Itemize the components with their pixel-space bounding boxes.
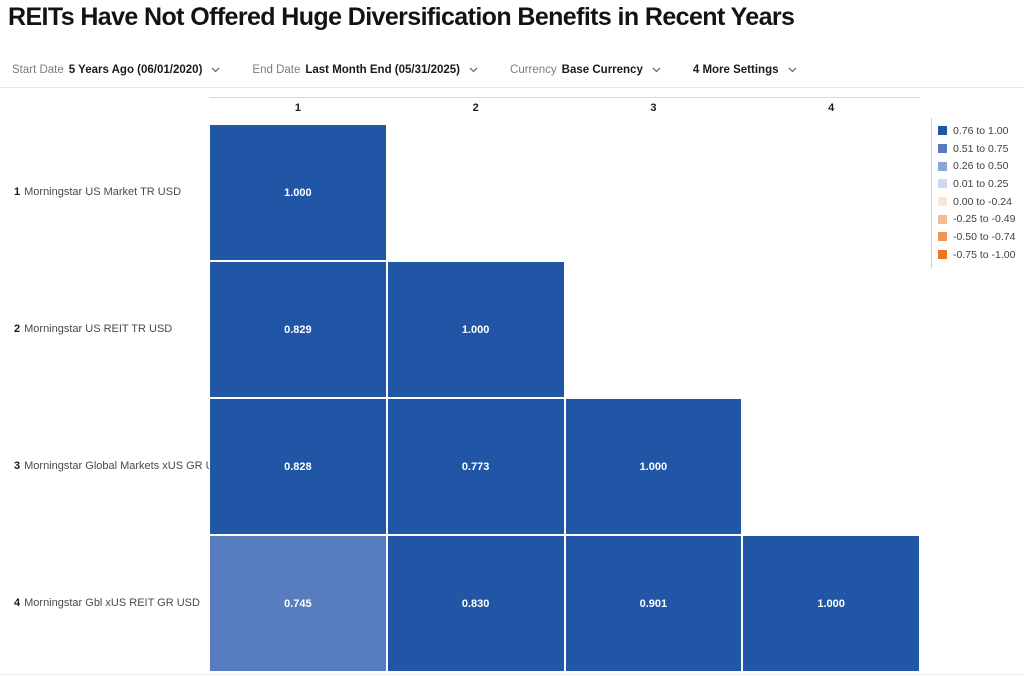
column-header-2: 2 — [472, 102, 479, 114]
toolbar-dropdown-end-date[interactable]: End Date Last Month End (05/31/2025) — [252, 64, 478, 76]
legend-item-0: 0.76 to 1.00 — [938, 122, 1015, 140]
matrix-cell-r3-c1: 0.828 — [209, 398, 387, 535]
legend-label: 0.76 to 1.00 — [953, 124, 1009, 137]
chevron-down-icon — [788, 67, 796, 72]
column-header-1: 1 — [294, 102, 301, 114]
column-header-3: 3 — [650, 102, 657, 114]
dropdown-value: Base Currency — [561, 63, 643, 76]
matrix-cell-r4-c1: 0.745 — [209, 535, 387, 672]
dropdown-value: Last Month End (05/31/2025) — [305, 63, 461, 76]
matrix-cell-r3-c2: 0.773 — [386, 398, 565, 535]
chevron-down-icon — [469, 67, 478, 72]
legend-swatch-icon — [938, 179, 947, 189]
legend-item-6: -0.50 to -0.74 — [938, 228, 1015, 246]
legend-label: -0.50 to -0.74 — [953, 230, 1016, 243]
column-header-4: 4 — [828, 102, 835, 114]
page-title: REITs Have Not Offered Huge Diversificat… — [8, 3, 795, 31]
legend-item-4: 0.00 to -0.24 — [938, 193, 1015, 211]
legend-swatch-icon — [938, 250, 947, 260]
row-label-4: 4 Morningstar Gbl xUS REIT GR USD — [14, 596, 200, 609]
column-header-divider — [209, 97, 920, 98]
legend-label: -0.25 to -0.49 — [953, 213, 1016, 226]
legend-label: 0.51 to 0.75 — [953, 142, 1009, 155]
matrix-cell-r4-c2: 0.830 — [386, 535, 565, 672]
legend-item-5: -0.25 to -0.49 — [938, 210, 1015, 228]
legend-swatch-icon — [938, 232, 947, 242]
row-label-3: 3 Morningstar Global Markets xUS GR USD — [14, 459, 229, 472]
legend-swatch-icon — [938, 126, 947, 136]
legend-item-7: -0.75 to -1.00 — [938, 246, 1015, 264]
legend-swatch-icon — [938, 161, 947, 171]
dropdown-label: Currency — [510, 63, 557, 76]
toolbar-dropdown-start-date[interactable]: Start Date 5 Years Ago (06/01/2020) — [12, 64, 220, 76]
settings-toolbar: Start Date 5 Years Ago (06/01/2020) End Da… — [0, 52, 1024, 88]
toolbar-dropdown-more-settings[interactable]: 4 More Settings — [693, 64, 797, 76]
heatmap-matrix: 1.000 0.829 1.000 0.828 0.773 1.000 0.745 0.830… — [209, 124, 920, 672]
matrix-cell-r3-c3: 1.000 — [564, 398, 743, 535]
dropdown-value: 4 More Settings — [692, 63, 779, 76]
legend-label: 0.01 to 0.25 — [953, 177, 1009, 190]
matrix-cell-r4-c4: 1.000 — [742, 535, 920, 672]
chart-bottom-divider — [0, 674, 1024, 675]
legend: 0.76 to 1.00 0.51 to 0.75 0.26 to 0.50 0.01… — [931, 118, 1015, 268]
matrix-cell-r2-c2: 1.000 — [386, 261, 565, 398]
row-label-2: 2 Morningstar US REIT TR USD — [14, 322, 173, 335]
toolbar-dropdown-currency[interactable]: Currency Base Currency — [510, 64, 661, 76]
legend-label: 0.26 to 0.50 — [953, 160, 1009, 173]
correlation-heatmap: 1 2 3 4 1 Morningstar US Market TR USD 2 Morni… — [0, 96, 1024, 688]
legend-item-1: 0.51 to 0.75 — [938, 140, 1015, 158]
legend-swatch-icon — [938, 144, 947, 154]
dropdown-label: End Date — [252, 63, 301, 76]
chevron-down-icon — [211, 67, 220, 72]
matrix-cell-r1-c1: 1.000 — [209, 124, 387, 261]
dropdown-value: 5 Years Ago (06/01/2020) — [68, 63, 203, 76]
matrix-cell-r4-c3: 0.901 — [564, 535, 743, 672]
legend-item-2: 0.26 to 0.50 — [938, 157, 1015, 175]
dropdown-label: Start Date — [12, 63, 64, 76]
legend-label: 0.00 to -0.24 — [953, 195, 1012, 208]
chevron-down-icon — [652, 67, 661, 72]
legend-item-3: 0.01 to 0.25 — [938, 175, 1015, 193]
legend-swatch-icon — [938, 214, 947, 224]
row-label-1: 1 Morningstar US Market TR USD — [14, 185, 182, 198]
legend-label: -0.75 to -1.00 — [953, 248, 1016, 261]
matrix-cell-r2-c1: 0.829 — [209, 261, 387, 398]
legend-swatch-icon — [938, 197, 947, 207]
